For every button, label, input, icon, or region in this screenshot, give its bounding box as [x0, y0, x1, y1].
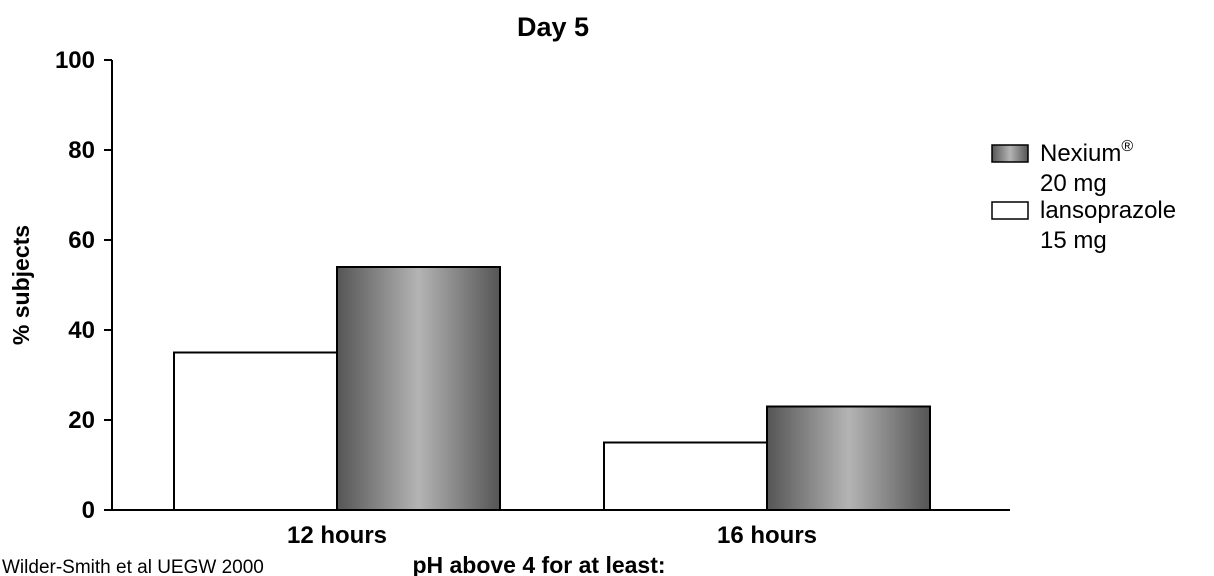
legend-swatch-nexium	[991, 144, 1029, 163]
legend-swatch-lansoprazole	[991, 201, 1029, 220]
legend-label-nexium: Nexium®	[1040, 138, 1133, 167]
bar-nexium-12-hours	[336, 266, 501, 511]
y-axis: 0 20 40 60 80 100	[55, 47, 113, 524]
bar-lansoprazole-16-hours	[603, 441, 768, 511]
x-axis-label: pH above 4 for at least:	[412, 552, 665, 576]
x-category-label: 16 hours	[717, 522, 817, 549]
y-tick-label: 60	[68, 227, 95, 254]
y-ticks: 0 20 40 60 80 100	[55, 47, 112, 524]
bar-lansoprazole-12-hours	[173, 351, 338, 511]
legend-lansoprazole-dose: 15 mg	[1040, 227, 1107, 254]
y-axis-label: % subjects	[8, 225, 34, 345]
y-tick-label: 0	[82, 497, 95, 524]
y-tick-label: 80	[68, 137, 95, 164]
legend-lansoprazole-name: lansoprazole	[1040, 197, 1176, 224]
legend-nexium-dose: 20 mg	[1040, 170, 1107, 197]
y-tick-label: 20	[68, 407, 95, 434]
legend: Nexium® 20 mg lansoprazole 15 mg	[991, 138, 1176, 254]
source-citation: Wilder-Smith et al UEGW 2000	[2, 557, 264, 576]
category-labels: 12 hours 16 hours	[287, 522, 817, 549]
legend-nexium-registered-mark: ®	[1121, 138, 1133, 155]
legend-nexium-name: Nexium	[1040, 140, 1121, 167]
x-category-label: 12 hours	[287, 522, 387, 549]
bars	[173, 266, 931, 511]
y-tick-label: 40	[68, 317, 95, 344]
chart-title: Day 5	[517, 12, 589, 42]
bar-nexium-16-hours	[766, 405, 931, 511]
y-tick-label: 100	[55, 47, 95, 74]
